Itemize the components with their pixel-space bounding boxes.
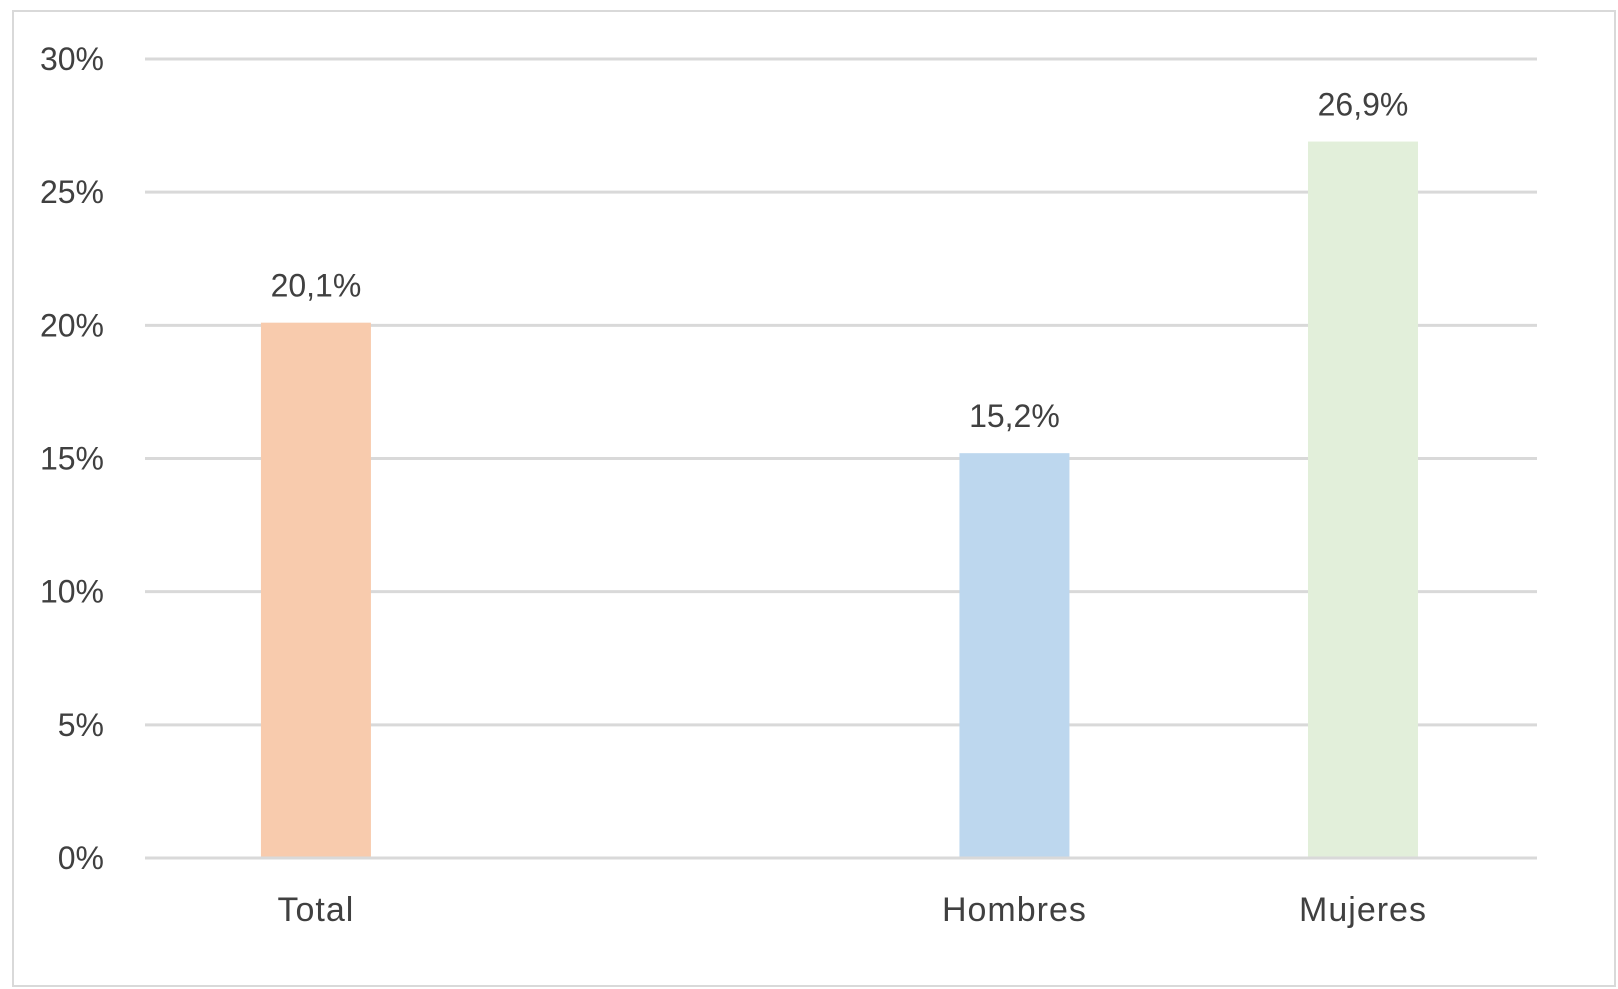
bars [145,141,1537,860]
y-tick-label: 15% [40,441,104,477]
bar-mujeres [1308,141,1418,858]
y-tick-label: 30% [40,41,104,77]
y-tick-label: 25% [40,174,104,210]
category-label-mujeres: Mujeres [1299,891,1427,929]
bar-total [260,322,371,858]
data-labels: 20,1% 15,2% 26,9% [271,87,1409,435]
category-label-total: Total [278,891,355,929]
data-label-total: 20,1% [271,268,362,304]
data-label-mujeres: 26,9% [1318,87,1409,123]
category-labels: Total Hombres Mujeres [278,891,1427,929]
data-label-hombres: 15,2% [969,398,1060,434]
y-axis-ticks: 0% 5% 10% 15% 20% 25% 30% [40,41,104,876]
category-label-hombres: Hombres [942,891,1087,929]
y-tick-label: 0% [58,840,104,876]
y-tick-label: 20% [40,307,104,343]
y-tick-label: 5% [58,707,104,743]
bar-hombres [959,453,1070,858]
y-tick-label: 10% [40,574,104,610]
